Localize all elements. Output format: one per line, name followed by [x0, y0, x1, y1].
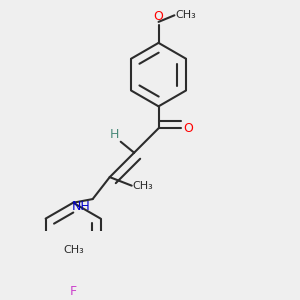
Text: O: O [154, 11, 164, 23]
Text: CH₃: CH₃ [133, 181, 153, 191]
Text: F: F [70, 285, 77, 298]
Text: H: H [110, 128, 119, 141]
Text: O: O [183, 122, 193, 135]
Text: CH₃: CH₃ [176, 10, 196, 20]
Text: NH: NH [72, 200, 91, 213]
Text: CH₃: CH₃ [63, 245, 84, 255]
